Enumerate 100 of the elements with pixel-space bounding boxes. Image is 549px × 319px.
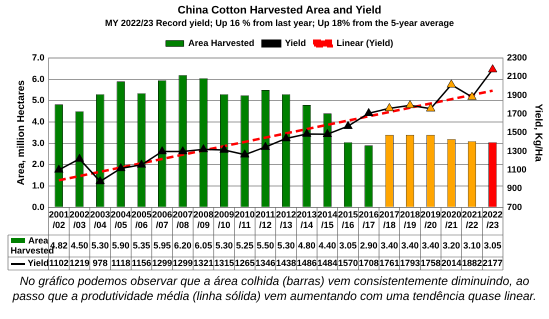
x-tick-label: 2015/16 bbox=[338, 209, 358, 230]
data-label: 3.05 bbox=[339, 240, 357, 250]
data-label: 1156 bbox=[132, 258, 152, 268]
x-tick-label: 2009/10 bbox=[214, 209, 234, 230]
point bbox=[281, 133, 291, 142]
data-label: 1708 bbox=[358, 258, 379, 268]
point bbox=[96, 176, 105, 184]
legend-label: Yield bbox=[284, 38, 306, 48]
x-tick-label: 2013/14 bbox=[296, 209, 317, 230]
chart-title: China Cotton Harvested Area and Yield bbox=[178, 4, 382, 17]
y-tick-label: 0.0 bbox=[32, 202, 45, 212]
y-tick-label: 7.0 bbox=[32, 52, 45, 62]
data-label: 5.35 bbox=[132, 240, 150, 250]
x-tick-label: 2019/20 bbox=[420, 209, 441, 230]
y-tick-label: 5.0 bbox=[32, 95, 45, 106]
legend-label: Area Harvested bbox=[188, 38, 254, 48]
point bbox=[178, 146, 188, 154]
data-label: 3.10 bbox=[463, 240, 481, 250]
point bbox=[136, 160, 146, 168]
point bbox=[260, 142, 270, 150]
data-label: 5.90 bbox=[112, 240, 130, 250]
point bbox=[364, 108, 374, 116]
point bbox=[446, 79, 456, 88]
x-tick-label: 2006/07 bbox=[152, 209, 172, 230]
point bbox=[405, 100, 415, 108]
legend-label: Linear (Yield) bbox=[336, 38, 394, 48]
y-axis-title: Area, million Hectares bbox=[16, 80, 27, 186]
y-tick-label: 3.0 bbox=[32, 138, 45, 148]
data-label: 3.40 bbox=[380, 240, 398, 250]
data-label: 1299 bbox=[152, 258, 172, 268]
data-label: 3.05 bbox=[484, 240, 502, 250]
data-label: 4.80 bbox=[298, 240, 316, 250]
point bbox=[116, 163, 126, 172]
y2-tick-label: 900 bbox=[506, 183, 522, 194]
text: Yield bbox=[28, 258, 49, 268]
y2-tick-label: 700 bbox=[506, 202, 522, 212]
point bbox=[343, 120, 353, 129]
y2-tick-label: 1100 bbox=[506, 164, 527, 175]
x-tick-label: 2003/04 bbox=[90, 209, 110, 230]
data-label: 3.40 bbox=[401, 240, 419, 250]
y2-tick-label: 1700 bbox=[506, 108, 528, 119]
data-label: 4.50 bbox=[70, 240, 88, 250]
data-label: 3.40 bbox=[422, 240, 440, 250]
data-label: 1486 bbox=[296, 258, 317, 268]
y-tick-label: 6.0 bbox=[32, 74, 45, 84]
data-label: 5.30 bbox=[277, 240, 295, 250]
data-label: 3.20 bbox=[442, 240, 460, 250]
x-tick-label: 2004/05 bbox=[110, 209, 131, 230]
data-label: 5.50 bbox=[256, 240, 274, 250]
y2-tick-label: 2100 bbox=[506, 71, 528, 82]
data-label: 1321 bbox=[193, 258, 214, 268]
data-label: 5.25 bbox=[236, 240, 254, 250]
data-label: 2.90 bbox=[360, 240, 378, 250]
point bbox=[322, 128, 332, 137]
y-tick-label: 1.0 bbox=[32, 180, 45, 191]
y-tick-label: 4.0 bbox=[32, 116, 45, 127]
data-label: 4.40 bbox=[318, 240, 336, 250]
data-label: 1438 bbox=[276, 258, 296, 268]
point bbox=[220, 144, 229, 153]
data-label: 1570 bbox=[338, 258, 358, 268]
y2-tick-label: 1500 bbox=[506, 127, 528, 138]
point bbox=[384, 103, 394, 112]
point bbox=[302, 128, 312, 137]
data-label: 1265 bbox=[234, 258, 255, 268]
data-label: 2177 bbox=[482, 258, 503, 268]
data-label: 1219 bbox=[69, 258, 90, 268]
point bbox=[426, 103, 436, 112]
point bbox=[467, 92, 477, 100]
y2-tick-label: 2300 bbox=[506, 52, 528, 62]
data-label: 1346 bbox=[255, 258, 276, 268]
y2-tick-label: 1300 bbox=[506, 146, 528, 156]
x-tick-label: 2022/23 bbox=[482, 209, 503, 230]
y2-tick-label: 1900 bbox=[506, 90, 528, 100]
x-tick-label: 2007/08 bbox=[172, 209, 193, 230]
data-label: 6.05 bbox=[194, 240, 212, 250]
data-label: 1299 bbox=[172, 258, 193, 268]
x-tick-label: 2012/13 bbox=[276, 209, 296, 230]
point bbox=[54, 164, 64, 173]
data-label: 6.20 bbox=[174, 240, 192, 250]
x-tick-label: 2008/09 bbox=[193, 209, 214, 230]
x-tick-label: 2016/17 bbox=[358, 209, 379, 230]
point bbox=[198, 144, 208, 152]
y-tick-label: 2.0 bbox=[32, 159, 45, 170]
data-label: 2014 bbox=[441, 258, 462, 268]
data-label: 1484 bbox=[317, 258, 338, 268]
point bbox=[488, 64, 498, 72]
x-tick-label: 2014/15 bbox=[317, 209, 338, 230]
x-tick-label: 2001/02 bbox=[48, 209, 69, 230]
x-tick-label: 2010/11 bbox=[234, 209, 255, 230]
point bbox=[74, 154, 84, 162]
point bbox=[240, 149, 250, 158]
x-tick-label: 2017/18 bbox=[379, 209, 400, 230]
data-label: 1761 bbox=[379, 258, 400, 268]
point bbox=[158, 146, 167, 154]
data-label: 5.95 bbox=[153, 240, 171, 250]
x-tick-label: 2021/22 bbox=[462, 209, 482, 230]
x-tick-label: 2018/19 bbox=[400, 209, 420, 230]
data-label: 1315 bbox=[214, 258, 234, 268]
data-label: 5.30 bbox=[91, 240, 109, 250]
x-tick-label: 2011/12 bbox=[256, 209, 276, 230]
